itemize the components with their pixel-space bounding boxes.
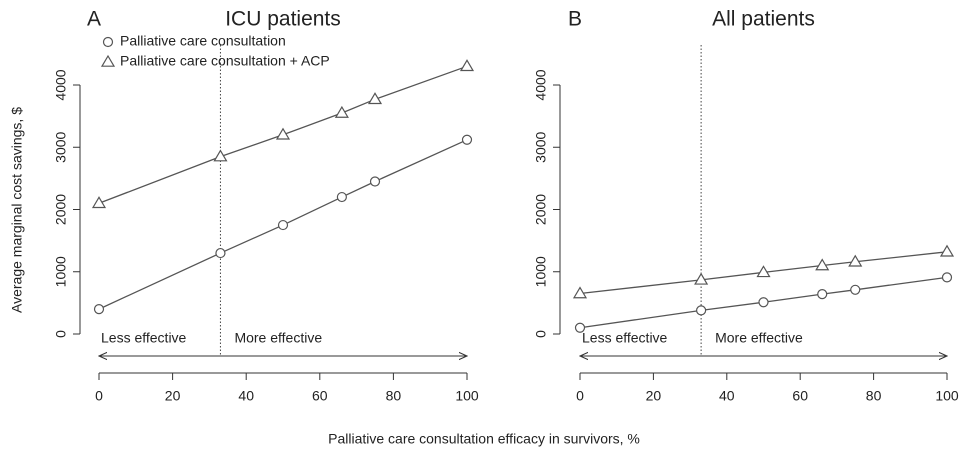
circle-marker: [336, 191, 347, 203]
y-tick-label: 4000: [53, 69, 69, 100]
x-tick-label: 80: [866, 388, 882, 404]
x-tick-label: 40: [238, 388, 254, 404]
circle-marker: [574, 322, 586, 333]
x-tick-label: 80: [386, 388, 402, 404]
x-tick-label: 20: [165, 388, 181, 404]
x-tick-label: 100: [455, 388, 479, 404]
circle-marker: [696, 305, 707, 316]
series-line: [579, 251, 948, 295]
triangle-marker: [213, 149, 228, 162]
triangle-marker: [100, 54, 116, 67]
circle-marker: [369, 176, 381, 187]
panel-label: B: [568, 8, 582, 31]
triangle-marker: [367, 92, 383, 105]
triangle-marker: [694, 272, 709, 285]
x-tick-label: 60: [312, 388, 328, 404]
circle-marker: [941, 272, 953, 283]
series-line: [579, 276, 948, 329]
chart-title: All patients: [712, 8, 815, 31]
circle-marker: [102, 36, 114, 48]
chart-title: ICU patients: [225, 8, 341, 31]
x-tick-label: 0: [95, 388, 103, 404]
y-tick-label: 2000: [533, 194, 549, 225]
annotation: More effective: [234, 330, 322, 346]
legend-label: Palliative care consultation: [120, 33, 286, 49]
triangle-marker: [939, 244, 955, 257]
annotation: More effective: [715, 330, 803, 346]
x-tick-label: 100: [935, 388, 959, 404]
triangle-marker: [815, 258, 830, 271]
y-tick-label: 1000: [53, 256, 69, 287]
circle-marker: [817, 289, 828, 300]
circle-marker: [758, 297, 769, 308]
triangle-marker: [848, 254, 863, 267]
x-tick-label: 0: [576, 388, 584, 404]
circle-marker: [461, 134, 473, 145]
y-tick-label: 0: [53, 330, 69, 338]
triangle-marker: [275, 127, 291, 140]
x-axis-label: Palliative care consultation efficacy in…: [328, 431, 640, 447]
y-tick-label: 3000: [533, 131, 549, 162]
annotation: Less effective: [101, 330, 187, 346]
triangle-marker: [91, 196, 107, 209]
triangle-marker: [756, 265, 771, 278]
y-axis-label: Average marginal cost savings, $: [9, 107, 25, 313]
y-tick-label: 2000: [53, 194, 69, 225]
triangle-marker: [572, 286, 588, 299]
y-tick-label: 1000: [533, 256, 549, 287]
circle-marker: [277, 219, 289, 231]
x-tick-label: 60: [792, 388, 808, 404]
triangle-marker: [459, 59, 475, 72]
x-tick-label: 20: [646, 388, 662, 404]
panel-label: A: [87, 8, 101, 31]
circle-marker: [850, 284, 861, 295]
y-tick-label: 3000: [53, 131, 69, 162]
x-tick-label: 40: [719, 388, 735, 404]
circle-marker: [93, 304, 105, 315]
y-tick-label: 4000: [533, 69, 549, 100]
series-line: [98, 65, 468, 204]
circle-marker: [215, 247, 226, 259]
series-line: [98, 139, 468, 310]
y-tick-label: 0: [533, 330, 549, 338]
annotation: Less effective: [582, 330, 668, 346]
triangle-marker: [334, 105, 349, 118]
legend-label: Palliative care consultation + ACP: [120, 53, 330, 69]
